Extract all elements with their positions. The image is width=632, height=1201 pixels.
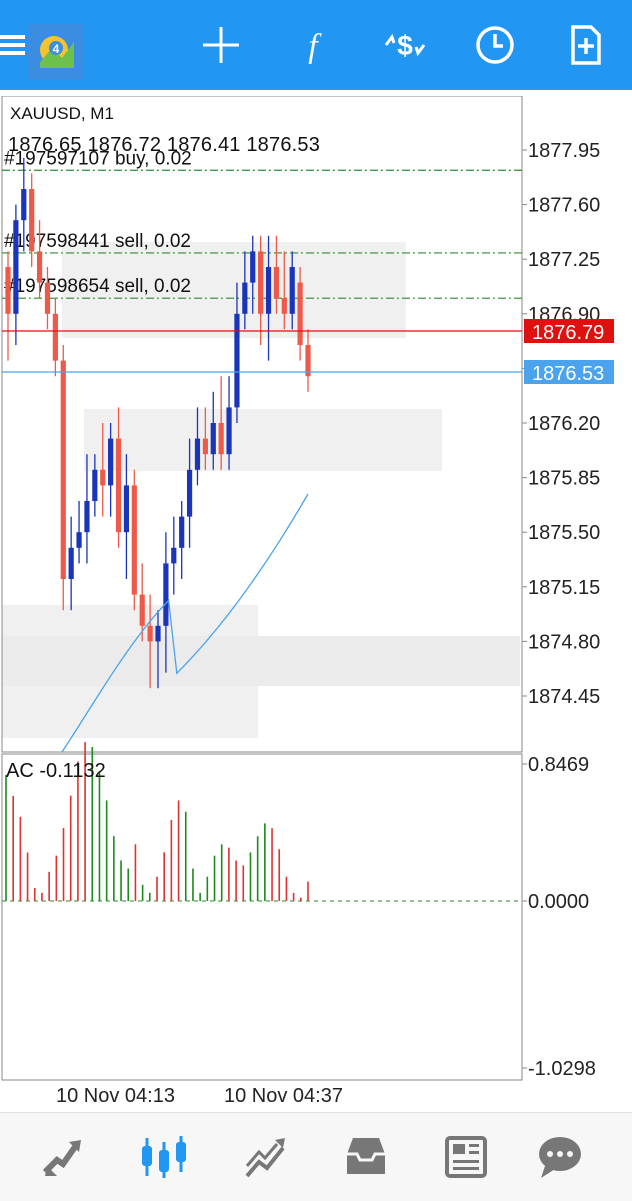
trade-nav-icon[interactable] <box>234 1127 298 1187</box>
candle-body <box>273 267 280 299</box>
svg-text:f: f <box>308 28 322 65</box>
candle-body <box>289 267 295 314</box>
time-label: 10 Nov 04:13 <box>56 1085 175 1107</box>
moving-average-line <box>61 493 309 753</box>
candle-body <box>218 423 224 455</box>
price-tick-label: 1876.20 <box>528 413 600 435</box>
candle-body <box>179 516 185 548</box>
candle-body <box>147 625 153 642</box>
candle-body <box>194 438 201 470</box>
price-tick-label: 1874.45 <box>528 686 600 708</box>
indicator-frame <box>1 753 523 1081</box>
symbol-label: XAUUSD, M1 <box>10 104 114 123</box>
price-tick-label: 1874.80 <box>528 631 600 653</box>
price-tick-label: 1877.95 <box>528 140 600 162</box>
candle-body <box>131 485 137 595</box>
zone-rect <box>62 242 406 338</box>
chart-icon[interactable] <box>132 1127 196 1187</box>
bottom-nav <box>0 1112 632 1201</box>
menu-icon[interactable] <box>0 20 36 70</box>
candle-body <box>29 189 35 252</box>
svg-text:4: 4 <box>53 42 60 56</box>
candle-body <box>226 407 232 455</box>
history-icon[interactable] <box>334 1127 398 1187</box>
candle-body <box>281 298 287 314</box>
trade-icon[interactable]: $ <box>380 20 430 70</box>
order-line-label: #197597107 buy, 0.02 <box>4 148 192 169</box>
indicator-label: AC -0.1132 <box>6 760 106 782</box>
indicator-tick-label: 0.8469 <box>528 754 589 776</box>
candle-body <box>123 485 130 533</box>
price-tick-label: 1877.25 <box>528 249 600 271</box>
price-tick-label: 1877.60 <box>528 195 600 217</box>
candle-body <box>5 267 11 314</box>
chart-frame <box>1 96 523 753</box>
candle-body <box>186 469 193 517</box>
new-order-icon[interactable] <box>560 20 610 70</box>
order-line-label: #197598441 sell, 0.02 <box>4 231 191 252</box>
candle-body <box>297 282 303 345</box>
candle-body <box>171 547 177 564</box>
bid-price-label: 1876.53 <box>532 363 604 385</box>
candle-body <box>202 438 208 455</box>
price-tick-label: 1875.15 <box>528 577 600 599</box>
candle-body <box>92 469 98 501</box>
candle-body <box>36 251 43 283</box>
messages-icon[interactable] <box>528 1127 592 1187</box>
news-icon[interactable] <box>434 1127 498 1187</box>
candle-body <box>76 532 82 548</box>
candle-body <box>265 267 272 314</box>
candle-body <box>242 282 248 314</box>
price-tick-label: 1875.85 <box>528 468 600 490</box>
zone-rect <box>2 636 520 686</box>
zone-rect <box>84 409 442 471</box>
candle-body <box>44 282 51 314</box>
metatrader-logo[interactable]: 4 <box>28 24 84 80</box>
candle-body <box>305 345 311 377</box>
time-label: 10 Nov 04:37 <box>224 1085 343 1107</box>
candle-body <box>52 313 58 361</box>
quotes-icon[interactable] <box>30 1127 94 1187</box>
top-toolbar: 4 f $ <box>0 0 632 90</box>
ask-price-label: 1876.79 <box>532 322 604 344</box>
candle-body <box>115 438 122 533</box>
svg-text:$: $ <box>397 30 413 61</box>
indicators-icon[interactable]: f <box>288 20 338 70</box>
candle-body <box>84 501 90 533</box>
ohlc-readout: 1876.65 1876.72 1876.41 1876.53 <box>8 134 321 156</box>
price-chart[interactable]: #197597107 buy, 0.02 #197598441 sell, 0.0… <box>0 96 632 1110</box>
candle-body <box>108 438 114 486</box>
candle-body <box>234 313 240 408</box>
indicator-tick-label: -1.0298 <box>528 1058 596 1080</box>
candle-body <box>258 251 264 314</box>
candle-body <box>13 220 19 314</box>
candle-body <box>210 423 216 455</box>
candle-body <box>163 563 169 626</box>
candle-body <box>68 547 74 579</box>
bid-price-box <box>524 360 614 384</box>
candle-body <box>60 360 66 579</box>
timeframe-icon[interactable] <box>470 20 520 70</box>
candle-body <box>155 625 161 642</box>
candle-body <box>100 469 106 486</box>
ask-price-box <box>524 319 614 343</box>
candle-body <box>250 251 256 283</box>
candle-body <box>139 594 145 626</box>
price-tick-label: 1875.50 <box>528 522 600 544</box>
indicator-tick-label: 0.0000 <box>528 891 589 913</box>
candle-body <box>21 189 27 221</box>
crosshair-icon[interactable] <box>196 20 246 70</box>
chart-area[interactable]: #197597107 buy, 0.02 #197598441 sell, 0.0… <box>0 96 632 1110</box>
order-line-label: #197598654 sell, 0.02 <box>4 276 191 297</box>
